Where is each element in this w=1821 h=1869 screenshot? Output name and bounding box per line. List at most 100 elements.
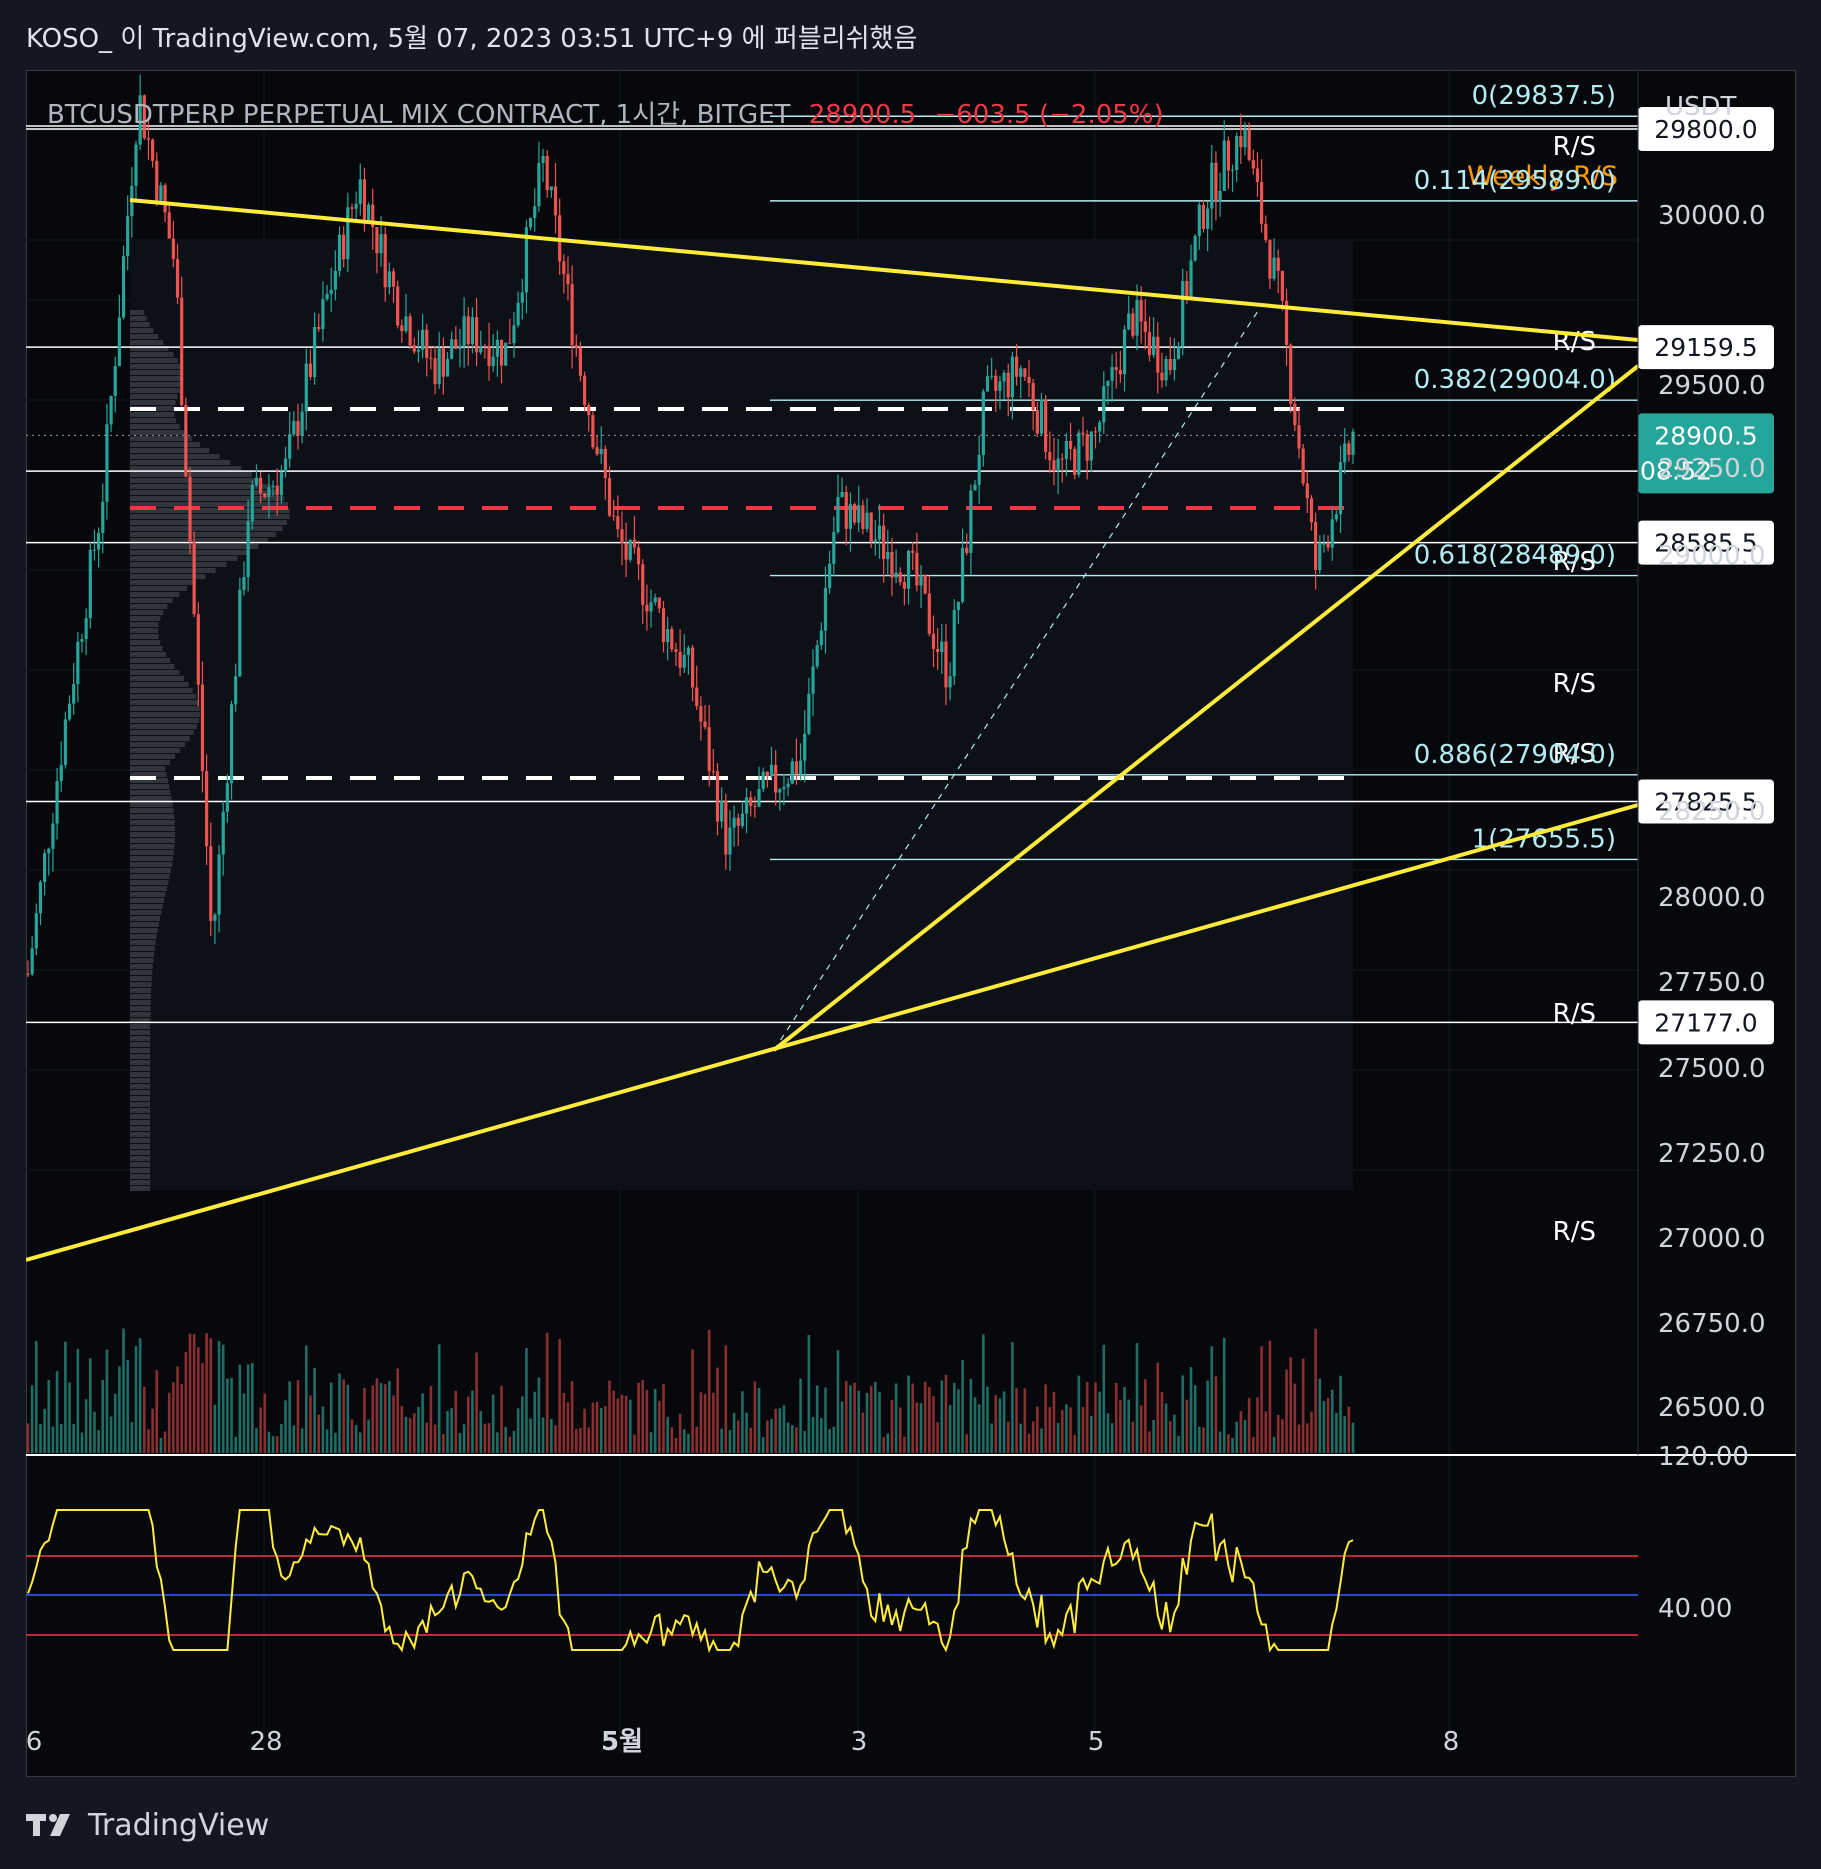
candle-body [196,614,200,685]
volume-profile-bar [130,310,145,315]
volume-bar [716,1367,719,1453]
volume-bar [1222,1337,1226,1453]
volume-bar [1081,1407,1085,1453]
volume-profile-bar [130,1114,151,1119]
volume-bar [1260,1346,1263,1453]
volume-bar [1135,1343,1139,1453]
candle-body [1044,399,1048,452]
candle-body [1255,168,1260,182]
candle-body [628,539,632,560]
candle-body [362,179,367,221]
volume-bar [1048,1407,1052,1453]
volume-profile-bar [130,1186,150,1191]
volume-bar [1040,1428,1043,1453]
candle-body [1160,372,1164,381]
volume-profile-bar [130,820,175,825]
volume-profile-bar [130,1084,151,1089]
candle-body [1035,409,1039,434]
volume-profile-bar [130,436,192,441]
candle-body [520,292,524,303]
volume-bar [1023,1388,1027,1453]
candle-body [645,604,649,612]
rsi-line [27,1509,1354,1654]
volume-profile-bar [130,676,185,681]
volume-bar [458,1432,462,1453]
volume-bar [977,1404,981,1453]
candle-body [1085,434,1089,461]
candle-body [354,203,358,209]
volume-bar [612,1390,615,1453]
volume-profile-bar [130,1108,151,1113]
candle-body [990,375,994,377]
candle-body [1193,235,1197,261]
volume-profile-bar [130,796,172,801]
volume-bar [84,1399,88,1453]
volume-profile-bar [130,700,199,705]
volume-bar [628,1399,632,1453]
candle-body [454,339,458,349]
candle-body [495,339,499,357]
candle-body [886,551,890,559]
candle-body [636,547,641,565]
volume-profile-bar [130,316,147,321]
time-axis-tick: 5 [1088,1727,1105,1757]
volume-bar [695,1426,699,1453]
volume-bar [1027,1433,1031,1453]
volume-bar [525,1348,528,1453]
candle-body [620,529,624,544]
level-price-tag [1638,779,1774,824]
volume-bar [1002,1391,1006,1453]
candle-body [358,179,362,204]
candle-body [483,345,487,347]
volume-bar [508,1436,512,1453]
price-chart[interactable]: 30285.529800.029159.528795.528585.527825… [26,70,1796,1777]
volume-bar [93,1411,96,1453]
volume-profile-bar [130,460,231,465]
volume-bar [72,1423,75,1453]
volume-bar [205,1333,208,1453]
volume-bar [973,1397,977,1453]
candle-body [624,543,628,560]
candle-body [757,789,761,807]
candle-body [603,448,607,479]
candle-body [769,764,774,777]
candle-body [59,764,63,782]
volume-profile-bar [130,952,154,957]
volume-bar [238,1364,242,1453]
candle-body [1093,431,1098,433]
candle-body [695,687,699,707]
volume-profile-bar [130,352,174,357]
volume-bar [35,1341,38,1453]
candle-body [263,493,267,498]
volume-bar [496,1432,499,1453]
rs-label: R/S [1553,132,1596,162]
volume-profile-bar [130,934,157,939]
volume-bar [583,1408,586,1453]
volume-profile-bar [130,910,162,915]
volume-bar [479,1411,483,1453]
level-price-tag [1638,520,1774,565]
symbol-legend[interactable]: BTCUSDTPERP PERPETUAL MIX CONTRACT, 1시간,… [47,94,1164,131]
candle-body [342,234,346,260]
candle-body [1147,332,1152,356]
candle-body [408,316,412,346]
volume-bar [591,1402,595,1453]
volume-profile-bar [130,1072,151,1077]
volume-profile-bar [130,1006,151,1011]
level-price-tag [1638,325,1774,370]
publish-header: KOSO_ 이 TradingView.com, 5월 07, 2023 03:… [26,24,918,54]
volume-bar [180,1383,183,1453]
volume-profile-bar [130,1168,151,1173]
volume-bar [122,1328,125,1453]
volume-bar [51,1426,55,1453]
price-axis-tick: 27250.0 [1658,1139,1766,1169]
candle-body [470,317,475,345]
candle-body [1293,403,1297,426]
candle-body [1102,385,1106,423]
volume-profile-bar [130,418,177,423]
candle-body [308,363,313,377]
volume-bar [558,1339,561,1453]
volume-bar [520,1396,524,1453]
volume-profile-bar [130,1126,151,1131]
volume-profile-bar [130,928,158,933]
